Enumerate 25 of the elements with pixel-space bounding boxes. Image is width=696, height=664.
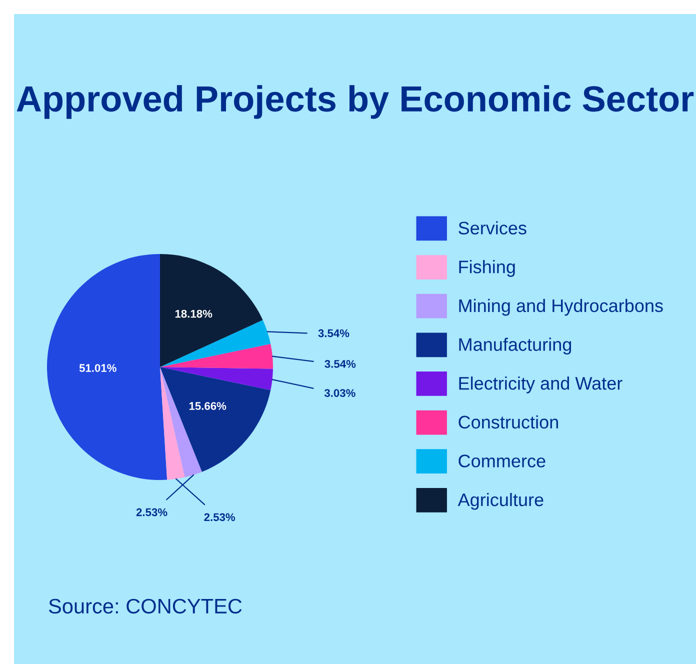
pie-slice <box>160 367 185 480</box>
legend-label: Manufacturing <box>459 338 572 355</box>
legend-label: Services <box>458 221 526 234</box>
data-label: 18.18% <box>175 310 212 318</box>
legend-label: Agriculture <box>458 492 544 510</box>
pie-slice <box>47 254 168 480</box>
pie-slice <box>160 344 273 369</box>
legend-label: Electricity and Water <box>459 376 622 394</box>
data-label: 2.53% <box>204 513 236 522</box>
data-label: 3.03% <box>324 389 356 397</box>
data-label: 2.53% <box>136 508 168 516</box>
chart-title: Approved Projects by Economic Sector <box>16 85 694 119</box>
legend-label: Fishing <box>459 260 515 277</box>
legend-label: Construction <box>458 415 558 429</box>
legend-label: Commerce <box>458 454 546 468</box>
source-note: Source: CONCYTEC <box>48 598 242 614</box>
data-label: 51.01% <box>79 364 116 372</box>
data-label: 15.66% <box>189 402 226 410</box>
pie-slice <box>160 367 271 472</box>
legend-label: Mining and Hydrocarbons <box>459 298 663 316</box>
pie-slice <box>160 367 273 390</box>
pie-slice <box>160 254 263 367</box>
data-label: 3.54% <box>318 329 350 338</box>
pie-slice <box>160 320 271 367</box>
data-label: 3.54% <box>324 360 356 368</box>
